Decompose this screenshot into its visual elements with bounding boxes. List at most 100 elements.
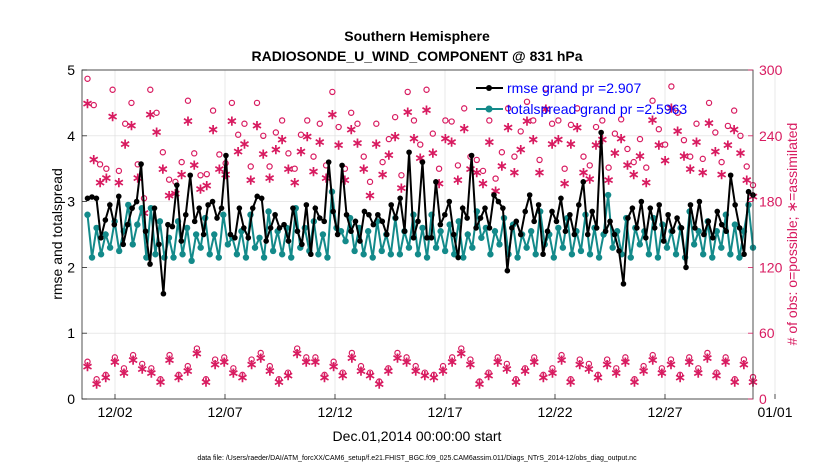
obs-assimilated-marker: ∗	[91, 376, 103, 392]
obs-possible-marker	[512, 376, 520, 383]
obs-assimilated-marker: ∗	[396, 179, 408, 195]
rmse-point	[129, 205, 135, 211]
obs-possible-marker	[667, 356, 675, 363]
totalspread-point	[690, 241, 698, 248]
obs-assimilated-marker: ∗	[720, 354, 732, 370]
obs-assimilated-marker: ∗	[709, 143, 721, 159]
obs-assimilated-marker: ∗	[528, 354, 540, 370]
obs-assimilated-marker: ∗	[446, 133, 458, 149]
obs-possible-marker	[458, 345, 465, 352]
obs-assimilated-marker: ∗	[722, 137, 734, 153]
totalspread-point	[351, 247, 358, 255]
rmse-point	[339, 162, 345, 169]
obs-possible-marker	[221, 354, 228, 361]
obs-assimilated-marker: ∗	[264, 362, 276, 378]
obs-assimilated-marker: ∗	[439, 130, 451, 146]
totalspread-point	[645, 251, 653, 258]
obs-assimilated-marker: ∗	[151, 123, 163, 139]
rmse-point	[692, 225, 698, 231]
obs-possible-marker	[357, 362, 365, 370]
obs-assimilated-marker: ∗	[452, 172, 464, 188]
obs-possible-marker	[412, 362, 419, 370]
obs-assimilated-marker: ∗	[382, 362, 394, 378]
obs-possible-marker	[605, 164, 612, 171]
rmse-point	[696, 198, 703, 205]
obs-possible-marker	[312, 354, 319, 361]
obs-possible-marker	[503, 360, 511, 368]
obs-assimilated-marker: ∗	[119, 135, 131, 151]
obs-possible-marker	[128, 99, 135, 107]
obs-possible-marker	[576, 356, 583, 363]
rmse-point	[142, 228, 149, 235]
obs-assimilated-marker: ∗	[738, 356, 750, 372]
totalspread-point	[455, 218, 462, 225]
totalspread-point	[514, 254, 521, 261]
obs-possible-marker	[310, 153, 317, 160]
totalspread-point	[220, 211, 227, 218]
obs-possible-marker	[84, 75, 91, 82]
totalspread-point	[324, 254, 331, 261]
obs-assimilated-marker: ∗	[427, 144, 439, 160]
obs-possible-marker	[613, 365, 620, 372]
obs-possible-marker	[285, 150, 292, 157]
obs-assimilated-marker: ∗	[339, 172, 351, 188]
obs-possible-marker	[278, 117, 286, 124]
obs-assimilated-marker: ∗	[126, 117, 138, 133]
totalspread-point	[700, 251, 707, 258]
obs-assimilated-marker: ∗	[308, 163, 320, 179]
rmse-point	[727, 172, 734, 179]
rmse-point	[522, 208, 529, 215]
obs-possible-marker	[291, 165, 298, 172]
totalspread-line	[86, 191, 754, 261]
totalspread-point	[378, 247, 385, 255]
rmse-point	[98, 234, 104, 241]
obs-possible-marker	[316, 120, 323, 127]
obs-possible-marker	[530, 117, 537, 124]
obs-assimilated-marker: ∗	[182, 112, 194, 128]
rmse-point	[602, 228, 609, 235]
obs-assimilated-marker: ∗	[237, 369, 249, 385]
obs-assimilated-marker: ∗	[578, 164, 590, 180]
obs-assimilated-marker: ∗	[546, 135, 558, 151]
obs-assimilated-marker: ∗	[345, 121, 357, 137]
y-left-tick-label: 0	[67, 391, 75, 407]
rmse-point	[634, 225, 640, 231]
obs-assimilated-marker: ∗	[213, 161, 225, 177]
rmse-point	[352, 218, 359, 225]
rmse-point	[629, 205, 636, 211]
rmse-point	[741, 251, 747, 258]
totalspread-point	[718, 244, 725, 251]
obs-possible-marker	[724, 122, 732, 130]
obs-possible-marker	[239, 371, 246, 379]
obs-possible-marker	[693, 120, 700, 127]
totalspread-point	[550, 254, 558, 261]
obs-possible-marker	[580, 153, 587, 160]
obs-possible-marker	[241, 120, 248, 127]
obs-assimilated-marker: ∗	[300, 354, 312, 370]
obs-assimilated-marker: ∗	[653, 137, 665, 153]
rmse-point	[392, 215, 399, 221]
rmse-point	[214, 215, 220, 221]
obs-assimilated-marker: ∗	[534, 164, 546, 180]
obs-assimilated-marker: ∗	[346, 349, 358, 365]
rmse-point	[196, 205, 202, 211]
obs-possible-marker	[197, 172, 204, 179]
obs-possible-marker	[631, 376, 638, 383]
obs-assimilated-marker: ∗	[402, 104, 414, 120]
obs-assimilated-marker: ∗	[674, 369, 686, 385]
totalspread-point	[437, 228, 444, 235]
obs-possible-marker	[266, 362, 274, 370]
rmse-point	[281, 221, 287, 228]
rmse-point	[576, 202, 582, 208]
obs-possible-marker	[147, 86, 154, 93]
obs-possible-marker	[695, 365, 702, 372]
rmse-point	[410, 234, 417, 241]
obs-possible-marker	[297, 131, 305, 138]
totalspread-point	[156, 218, 164, 225]
rmse-point	[115, 193, 122, 200]
obs-assimilated-marker: ∗	[615, 130, 627, 146]
totalspread-point	[568, 251, 576, 258]
obs-assimilated-marker: ∗	[610, 365, 622, 381]
totalspread-point	[93, 224, 100, 232]
totalspread-point	[654, 254, 662, 261]
